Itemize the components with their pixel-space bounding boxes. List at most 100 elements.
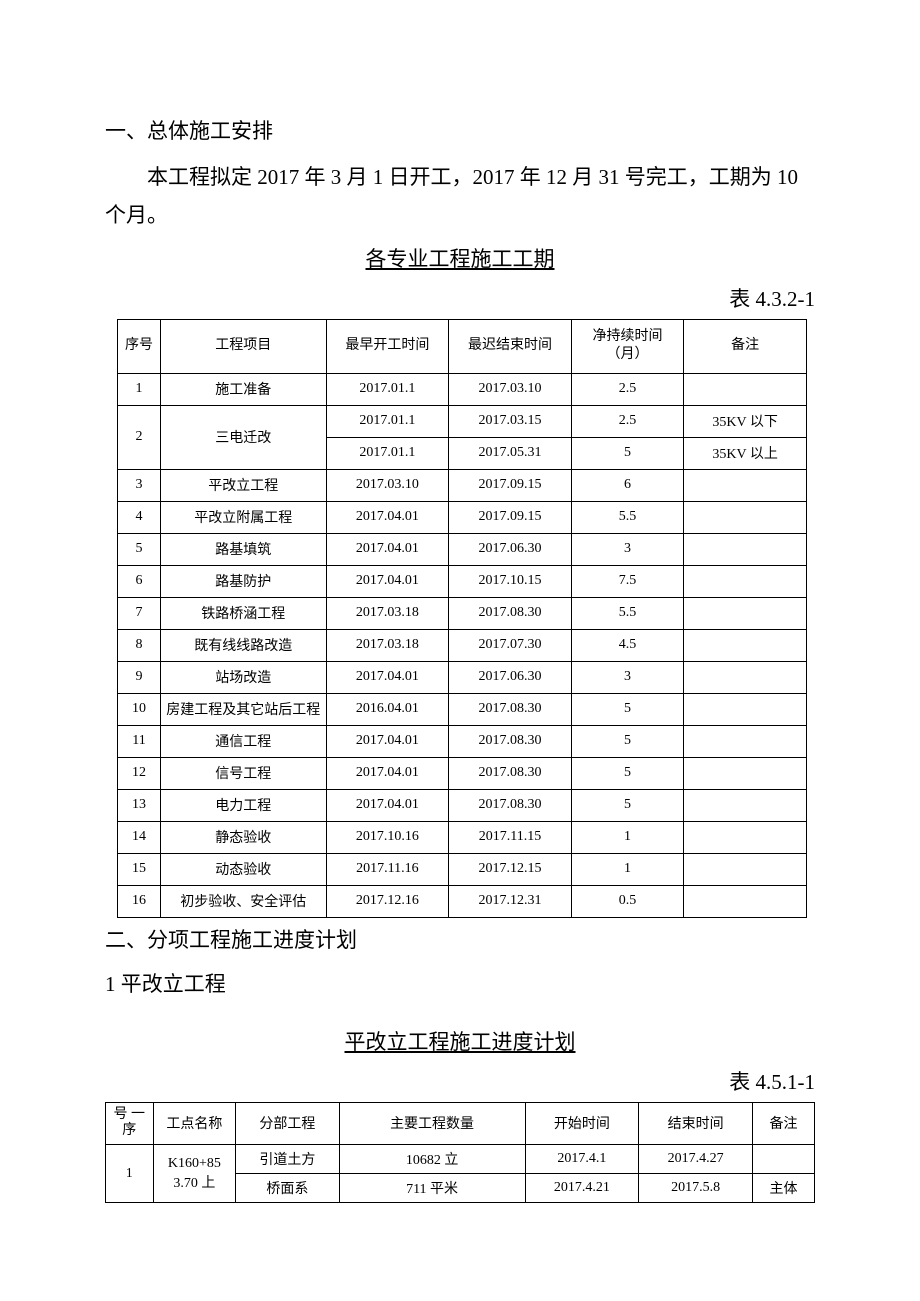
cell-start: 2017.01.1 — [326, 405, 449, 437]
cell-seq: 11 — [118, 725, 161, 757]
cell-start: 2017.03.18 — [326, 629, 449, 661]
cell-dur: 6 — [571, 469, 683, 501]
cell-seq: 14 — [118, 821, 161, 853]
t2-start-0: 2017.4.1 — [525, 1145, 639, 1174]
cell-name: 铁路桥涵工程 — [160, 597, 326, 629]
cell-start: 2017.03.18 — [326, 597, 449, 629]
cell-seq: 4 — [118, 501, 161, 533]
table-row: 13电力工程2017.04.012017.08.305 — [118, 789, 807, 821]
cell-seq: 2 — [118, 405, 161, 469]
cell-end: 2017.09.15 — [449, 501, 572, 533]
cell-name: 施工准备 — [160, 373, 326, 405]
cell-start: 2017.11.16 — [326, 853, 449, 885]
cell-dur: 0.5 — [571, 885, 683, 917]
t2-end-1: 2017.5.8 — [639, 1174, 753, 1203]
cell-end: 2017.08.30 — [449, 693, 572, 725]
table-row: 6路基防护2017.04.012017.10.157.5 — [118, 565, 807, 597]
cell-end: 2017.12.15 — [449, 853, 572, 885]
cell-seq: 8 — [118, 629, 161, 661]
cell-start: 2016.04.01 — [326, 693, 449, 725]
cell-end: 2017.05.31 — [449, 437, 572, 469]
cell-seq: 5 — [118, 533, 161, 565]
table-row: 11通信工程2017.04.012017.08.305 — [118, 725, 807, 757]
t2-th-qty: 主要工程数量 — [339, 1102, 525, 1145]
cell-start: 2017.04.01 — [326, 757, 449, 789]
t2-th-start: 开始时间 — [525, 1102, 639, 1145]
cell-name: 平改立工程 — [160, 469, 326, 501]
cell-seq: 7 — [118, 597, 161, 629]
cell-seq: 16 — [118, 885, 161, 917]
t2-note-0 — [752, 1145, 814, 1174]
cell-dur: 5.5 — [571, 597, 683, 629]
th-end: 最迟结束时间 — [449, 319, 572, 373]
th-start: 最早开工时间 — [326, 319, 449, 373]
cell-dur: 5 — [571, 757, 683, 789]
cell-name: 既有线线路改造 — [160, 629, 326, 661]
cell-start: 2017.04.01 — [326, 501, 449, 533]
cell-name: 平改立附属工程 — [160, 501, 326, 533]
table-row: 7铁路桥涵工程2017.03.182017.08.305.5 — [118, 597, 807, 629]
cell-note: 35KV 以下 — [684, 405, 807, 437]
table-row: 8既有线线路改造2017.03.182017.07.304.5 — [118, 629, 807, 661]
cell-seq: 10 — [118, 693, 161, 725]
sub-2-1: 1 平改立工程 — [105, 968, 815, 998]
cell-start: 2017.01.1 — [326, 373, 449, 405]
cell-name: 通信工程 — [160, 725, 326, 757]
cell-end: 2017.08.30 — [449, 725, 572, 757]
cell-end: 2017.03.15 — [449, 405, 572, 437]
t2-site: K160+85 3.70 上 — [153, 1145, 236, 1203]
cell-seq: 6 — [118, 565, 161, 597]
cell-end: 2017.09.15 — [449, 469, 572, 501]
table1-body: 1施工准备2017.01.12017.03.102.52三电迁改2017.01.… — [118, 373, 807, 917]
table1-number: 表 4.3.2-1 — [105, 283, 815, 313]
cell-name: 三电迁改 — [160, 405, 326, 469]
table-row: 15动态验收2017.11.162017.12.151 — [118, 853, 807, 885]
t2-end-0: 2017.4.27 — [639, 1145, 753, 1174]
cell-name: 站场改造 — [160, 661, 326, 693]
t2-note-1: 主体 — [752, 1174, 814, 1203]
table-row: 14静态验收2017.10.162017.11.151 — [118, 821, 807, 853]
cell-dur: 3 — [571, 661, 683, 693]
table-row: 4平改立附属工程2017.04.012017.09.155.5 — [118, 501, 807, 533]
table-row: 10房建工程及其它站后工程2016.04.012017.08.305 — [118, 693, 807, 725]
th-seq: 序号 — [118, 319, 161, 373]
cell-name: 动态验收 — [160, 853, 326, 885]
cell-name: 电力工程 — [160, 789, 326, 821]
cell-end: 2017.03.10 — [449, 373, 572, 405]
cell-dur: 5 — [571, 725, 683, 757]
table-row: 9站场改造2017.04.012017.06.303 — [118, 661, 807, 693]
schedule-table: 序号 工程项目 最早开工时间 最迟结束时间 净持续时间（月） 备注 1施工准备2… — [117, 319, 807, 918]
cell-seq: 9 — [118, 661, 161, 693]
t2-row-1a: 1 K160+85 3.70 上 引道土方 10682 立 2017.4.1 2… — [106, 1145, 815, 1174]
cell-start: 2017.04.01 — [326, 661, 449, 693]
cell-dur: 1 — [571, 821, 683, 853]
cell-dur: 5.5 — [571, 501, 683, 533]
cell-name: 初步验收、安全评估 — [160, 885, 326, 917]
cell-dur: 4.5 — [571, 629, 683, 661]
cell-dur: 1 — [571, 853, 683, 885]
detail-table: 号 一 序 工点名称 分部工程 主要工程数量 开始时间 结束时间 备注 1 K1… — [105, 1102, 815, 1204]
cell-end: 2017.08.30 — [449, 757, 572, 789]
cell-dur: 7.5 — [571, 565, 683, 597]
cell-dur: 2.5 — [571, 405, 683, 437]
cell-seq: 1 — [118, 373, 161, 405]
table-row: 1施工准备2017.01.12017.03.102.5 — [118, 373, 807, 405]
cell-note — [684, 885, 807, 917]
th-duration: 净持续时间（月） — [571, 319, 683, 373]
table-row: 2三电迁改2017.01.12017.03.152.535KV 以下 — [118, 405, 807, 437]
cell-start: 2017.10.16 — [326, 821, 449, 853]
cell-start: 2017.03.10 — [326, 469, 449, 501]
cell-start: 2017.01.1 — [326, 437, 449, 469]
cell-seq: 15 — [118, 853, 161, 885]
cell-end: 2017.10.15 — [449, 565, 572, 597]
t2-th-part: 分部工程 — [236, 1102, 339, 1145]
cell-start: 2017.04.01 — [326, 725, 449, 757]
cell-note — [684, 533, 807, 565]
t2-seq: 1 — [106, 1145, 154, 1203]
section-1-heading: 一、总体施工安排 — [105, 115, 815, 145]
cell-note — [684, 469, 807, 501]
cell-name: 路基填筑 — [160, 533, 326, 565]
section-2-heading: 二、分项工程施工进度计划 — [105, 924, 815, 954]
t2-th-end: 结束时间 — [639, 1102, 753, 1145]
cell-name: 房建工程及其它站后工程 — [160, 693, 326, 725]
